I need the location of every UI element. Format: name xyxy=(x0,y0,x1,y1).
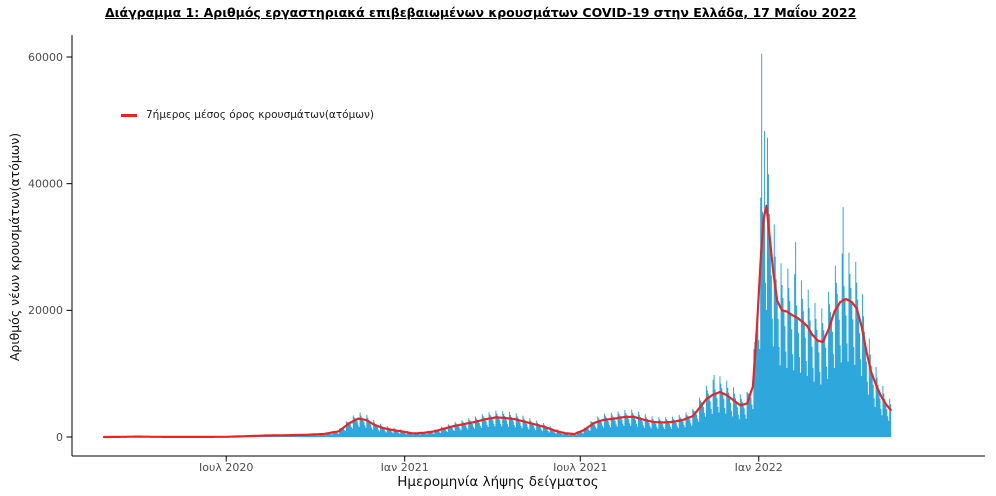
legend: 7ήμερος μέσος όρος κρουσμάτων(ατόμων) xyxy=(121,108,374,122)
seven-day-average-line xyxy=(102,204,892,439)
y-tick-label: 40000 xyxy=(28,177,63,190)
x-axis-title: Ημερομηνία λήψης δείγματος xyxy=(397,474,599,490)
y-tick-label: 20000 xyxy=(28,304,63,317)
y-axis-title: Αριθμός νέων κρουσμάτων(ατόμων) xyxy=(7,132,22,362)
legend-line-icon xyxy=(121,113,137,117)
y-tick-label: 60000 xyxy=(28,51,63,64)
x-tick-label: Ιαν 2022 xyxy=(735,461,783,474)
y-tick-label: 0 xyxy=(56,431,63,444)
x-tick-label: Ιουλ 2020 xyxy=(199,461,253,474)
x-tick-label: Ιουλ 2021 xyxy=(553,461,607,474)
x-tick-label: Ιαν 2021 xyxy=(381,461,429,474)
chart-title: Διάγραμμα 1: Αριθμός εργαστηριακά επιβεβ… xyxy=(105,5,857,20)
legend-label: 7ήμερος μέσος όρος κρουσμάτων(ατόμων) xyxy=(146,109,375,121)
